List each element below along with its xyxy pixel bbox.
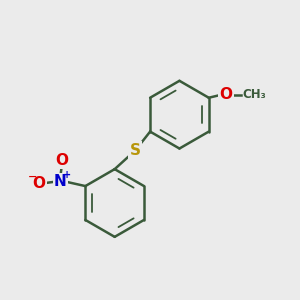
Text: S: S — [130, 143, 141, 158]
Text: O: O — [33, 176, 46, 190]
Text: O: O — [219, 87, 232, 102]
Text: −: − — [28, 172, 37, 182]
Text: CH₃: CH₃ — [243, 88, 266, 101]
Text: N: N — [54, 174, 67, 189]
Text: O: O — [55, 153, 68, 168]
Text: +: + — [63, 170, 71, 180]
